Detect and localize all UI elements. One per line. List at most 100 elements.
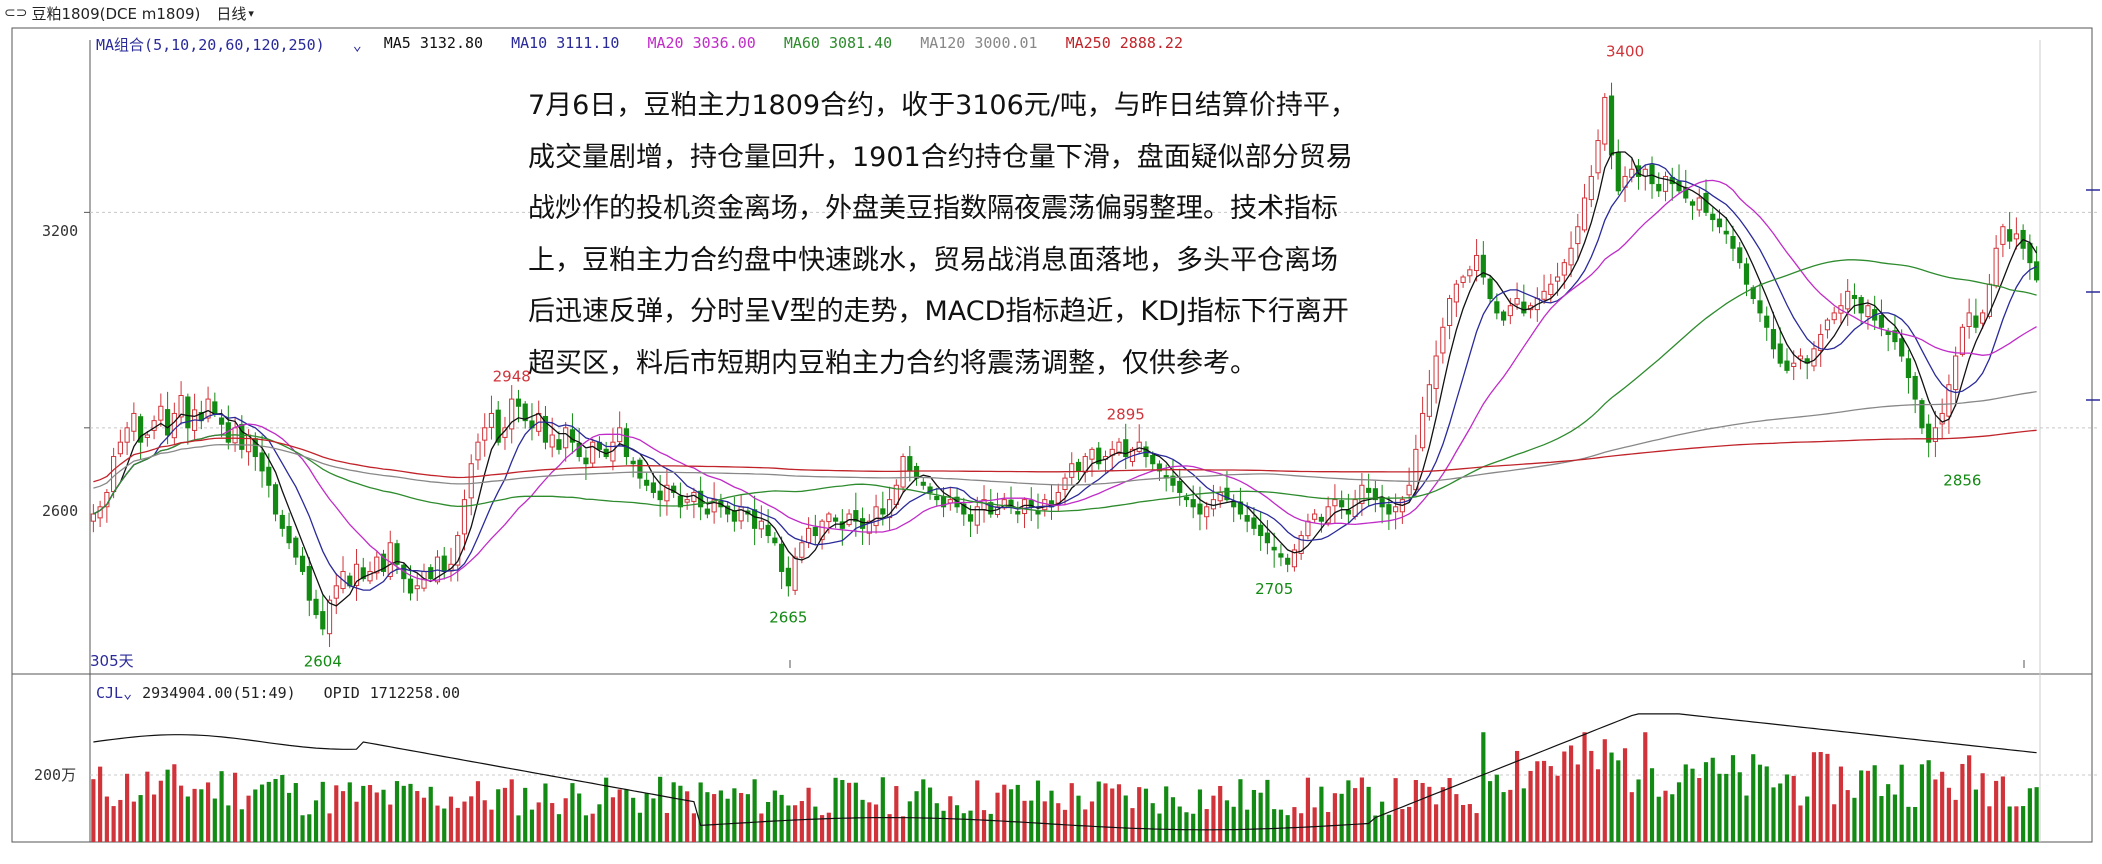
volume-bar: [509, 779, 514, 842]
volume-bar: [914, 791, 919, 842]
candle-body: [765, 524, 771, 537]
volume-indicator-selector[interactable]: CJL⌄: [96, 684, 133, 702]
volume-bar: [1116, 784, 1122, 842]
candle-body: [671, 485, 677, 493]
candle-body: [1224, 487, 1230, 501]
candle-body: [752, 509, 758, 529]
volume-bar: [1825, 753, 1830, 842]
volume-bar: [361, 785, 366, 842]
volume-bar: [1076, 795, 1081, 842]
volume-bar: [394, 781, 400, 842]
volume-bar: [1069, 783, 1074, 842]
candle-body: [367, 570, 373, 582]
volume-bar: [1528, 770, 1533, 842]
candle-body: [1183, 496, 1190, 501]
volume-bar: [563, 798, 568, 842]
candle-body: [1541, 290, 1547, 300]
candle-body: [1150, 454, 1156, 465]
volume-bar: [421, 797, 427, 842]
candle-body: [326, 599, 333, 635]
candle-body: [428, 567, 434, 580]
candle-body: [866, 520, 872, 534]
volume-bar: [523, 787, 528, 842]
volume-bar: [2000, 776, 2005, 842]
candle-body: [1770, 329, 1777, 350]
volume-bar: [1319, 786, 1324, 842]
candle-body: [353, 563, 360, 586]
volume-bar: [469, 796, 474, 842]
volume-bar: [550, 803, 555, 842]
volume-bar: [2034, 787, 2039, 842]
volume-bar: [995, 792, 1000, 842]
volume-bar: [1204, 809, 1209, 842]
volume-bar: [1346, 780, 1351, 842]
candle-body: [772, 537, 778, 544]
volume-bar: [732, 788, 737, 842]
candle-body: [542, 415, 549, 443]
volume-bar: [766, 802, 771, 842]
peak-label: 2948: [493, 367, 531, 385]
volume-bar: [590, 813, 595, 842]
volume-bar: [1926, 760, 1931, 842]
volume-bar: [570, 783, 575, 842]
candle-body: [1568, 247, 1574, 266]
oi-label: OPID: [323, 684, 360, 702]
candle-body: [1595, 140, 1601, 174]
candle-body: [299, 555, 306, 572]
candle-body: [158, 405, 164, 421]
volume-bar: [644, 793, 649, 842]
volume-bar: [1285, 815, 1290, 842]
volume-value: 2934904.00(51:49): [142, 684, 296, 702]
glasses-icon[interactable]: ⊂⊃: [4, 5, 28, 21]
candle-body: [1777, 343, 1783, 364]
ma-group-selector[interactable]: MA组合(5,10,20,60,120,250) ⌄: [96, 36, 362, 54]
volume-bar: [1514, 750, 1520, 842]
volume-bar: [1919, 764, 1925, 842]
volume-bar: [320, 781, 325, 842]
volume-bar: [658, 776, 663, 842]
volume-bar: [1670, 794, 1675, 842]
candle-body: [1271, 546, 1277, 551]
volume-bar: [617, 789, 622, 842]
candle-body: [664, 484, 670, 502]
volume-bar: [435, 805, 440, 842]
volume-bar: [705, 792, 710, 842]
candle-body: [1993, 247, 1999, 287]
candle-body: [124, 427, 130, 443]
volume-bar: [415, 791, 420, 842]
volume-bar: [1555, 775, 1560, 842]
candle-body: [1757, 300, 1763, 314]
ma5-label: MA5 3132.80: [383, 34, 484, 52]
volume-bar: [98, 766, 103, 842]
symbol-title: 豆粕1809(DCE m1809): [31, 4, 201, 23]
volume-bar: [597, 804, 602, 842]
period-label: 日线: [216, 4, 247, 23]
volume-bar: [664, 812, 669, 842]
volume-bar: [1326, 812, 1331, 842]
volume-bar: [1582, 732, 1587, 842]
volume-bar: [1818, 752, 1823, 842]
volume-bar: [779, 794, 784, 842]
candle-body: [731, 510, 737, 522]
volume-bar: [954, 805, 960, 842]
candle-body: [758, 520, 764, 530]
candle-body: [205, 398, 211, 419]
volume-bar: [1737, 772, 1742, 842]
volume-bar: [759, 813, 764, 842]
period-selector[interactable]: 日线 ▾: [216, 3, 254, 24]
volume-bar: [583, 815, 589, 842]
chevron-down-icon: ▾: [248, 6, 254, 20]
volume-bar: [158, 780, 163, 842]
volume-bar: [752, 779, 757, 842]
commentary-line: 后迅速反弹，分时呈V型的走势，MACD指标趋近，KDJ指标下行离开: [528, 296, 1349, 327]
volume-bar: [1272, 809, 1277, 842]
candle-body: [1845, 290, 1851, 310]
candle-body: [218, 417, 225, 425]
volume-bar: [1609, 752, 1614, 842]
commentary-line: 超买区，料后市短期内豆粕主力合约将震荡调整，仅供参考。: [528, 347, 1257, 379]
candle-body: [1285, 557, 1291, 565]
candle-body: [306, 566, 312, 601]
volume-legend: CJL⌄ 2934904.00(51:49) OPID 1712258.00: [96, 684, 460, 702]
volume-bar: [442, 808, 447, 842]
